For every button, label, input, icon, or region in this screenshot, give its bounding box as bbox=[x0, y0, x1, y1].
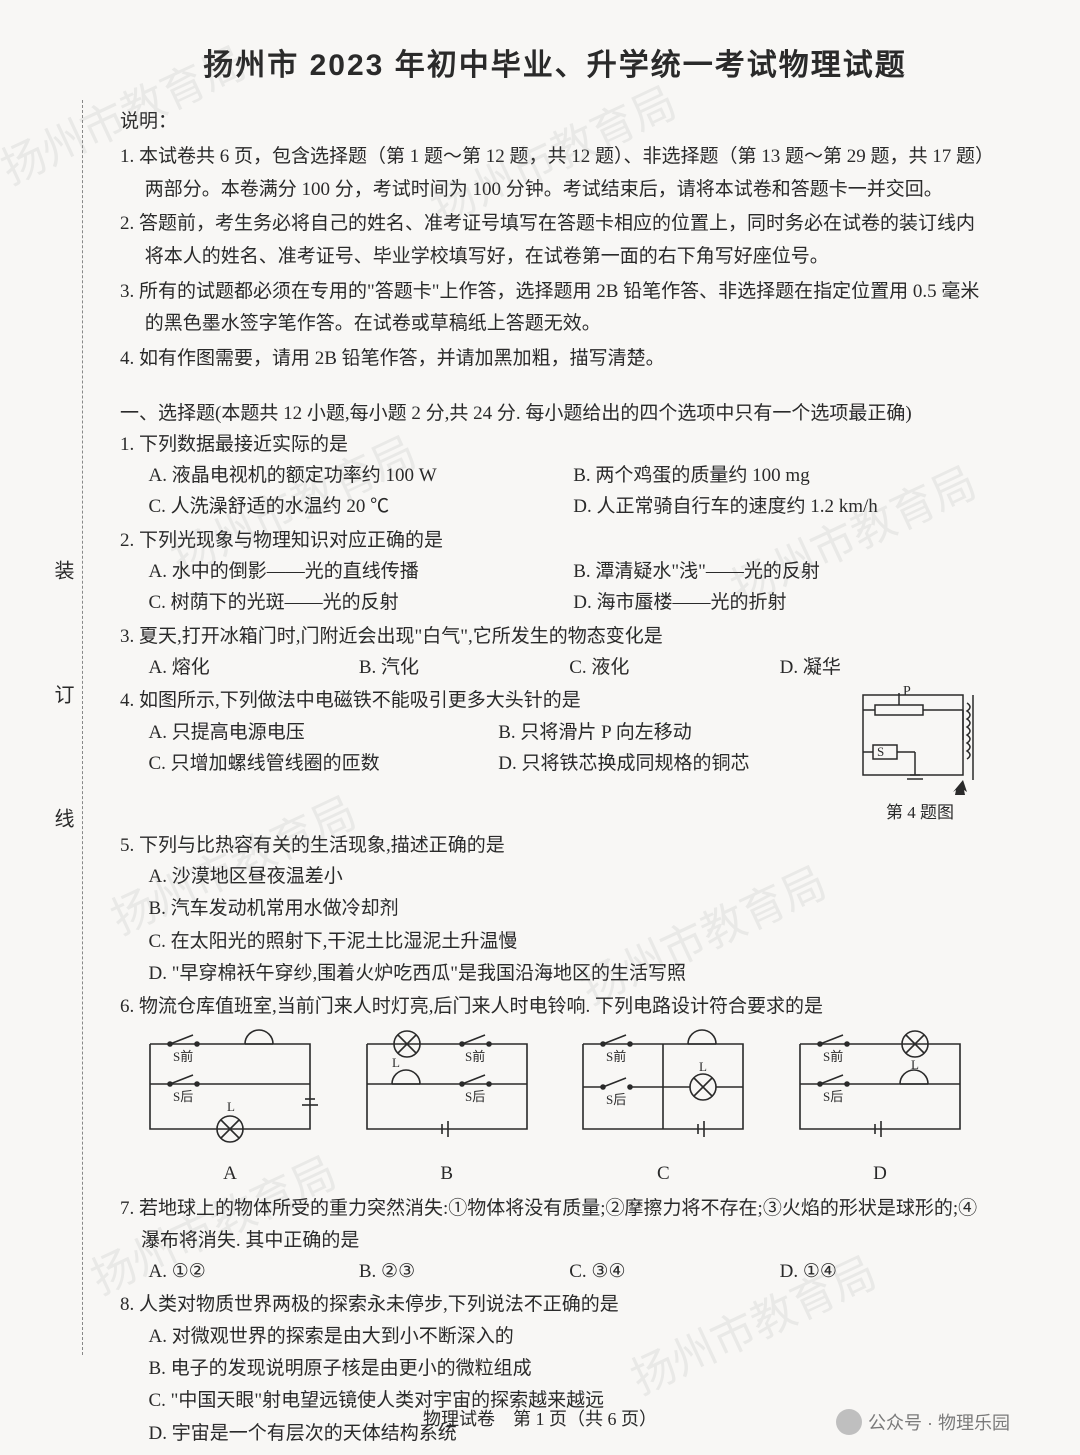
q7-option-c: C. ③④ bbox=[569, 1256, 779, 1287]
q1-option-a: A. 液晶电视机的额定功率约 100 W bbox=[149, 460, 566, 491]
svg-text:S前: S前 bbox=[606, 1049, 626, 1064]
instruction-item: 3. 所有的试题都必须在专用的"答题卡"上作答，选择题用 2B 铅笔作答、非选择… bbox=[120, 276, 990, 341]
binding-label: 装 订 线 bbox=[48, 560, 77, 870]
svg-text:P: P bbox=[903, 685, 911, 699]
q4-option-b: B. 只将滑片 P 向左移动 bbox=[498, 717, 840, 748]
question-7: 7. 若地球上的物体所受的重力突然消失:①物体将没有质量;②摩擦力将不存在;③火… bbox=[120, 1193, 990, 1287]
q6-circuit-a: S前 S后 L A bbox=[130, 1029, 330, 1190]
q1-option-b: B. 两个鸡蛋的质量约 100 mg bbox=[573, 460, 990, 491]
q8-option-b: B. 电子的发现说明原子核是由更小的微粒组成 bbox=[149, 1353, 991, 1384]
q2-option-d: D. 海市蜃楼——光的折射 bbox=[573, 587, 990, 618]
q5-option-b: B. 汽车发动机常用水做冷却剂 bbox=[149, 893, 991, 924]
svg-text:S后: S后 bbox=[465, 1089, 485, 1104]
q3-option-c: C. 液化 bbox=[569, 652, 779, 683]
q4-option-c: C. 只增加螺线管线圈的匝数 bbox=[149, 748, 491, 779]
q2-stem: 2. 下列光现象与物理知识对应正确的是 bbox=[120, 525, 990, 556]
svg-text:S: S bbox=[877, 744, 884, 759]
q7-option-b: B. ②③ bbox=[359, 1256, 569, 1287]
q6-circuit-b: L S前 S后 B bbox=[347, 1029, 547, 1190]
q5-option-d: D. "早穿棉袄午穿纱,围着火炉吃西瓜"是我国沿海地区的生活写照 bbox=[149, 958, 991, 989]
svg-text:S前: S前 bbox=[173, 1049, 193, 1064]
question-4: 4. 如图所示,下列做法中电磁铁不能吸引更多大头针的是 A. 只提高电源电压 B… bbox=[120, 685, 990, 827]
q2-option-c: C. 树荫下的光斑——光的反射 bbox=[149, 587, 566, 618]
question-3: 3. 夏天,打开冰箱门时,门附近会出现"白气",它所发生的物态变化是 A. 熔化… bbox=[120, 621, 990, 684]
q7-option-a: A. ①② bbox=[149, 1256, 359, 1287]
question-2: 2. 下列光现象与物理知识对应正确的是 A. 水中的倒影——光的直线传播 B. … bbox=[120, 525, 990, 619]
q5-stem: 5. 下列与比热容有关的生活现象,描述正确的是 bbox=[120, 830, 990, 861]
svg-text:S后: S后 bbox=[173, 1089, 193, 1104]
question-6: 6. 物流仓库值班室,当前门来人时灯亮,后门来人时电铃响. 下列电路设计符合要求… bbox=[120, 991, 990, 1189]
binding-line bbox=[82, 100, 83, 1355]
q4-option-d: D. 只将铁芯换成同规格的铜芯 bbox=[498, 748, 840, 779]
question-1: 1. 下列数据最接近实际的是 A. 液晶电视机的额定功率约 100 W B. 两… bbox=[120, 429, 990, 523]
wechat-text: 公众号 · 物理乐园 bbox=[868, 1409, 1010, 1435]
q1-stem: 1. 下列数据最接近实际的是 bbox=[120, 429, 990, 460]
q4-stem: 4. 如图所示,下列做法中电磁铁不能吸引更多大头针的是 bbox=[120, 685, 840, 716]
svg-text:L: L bbox=[227, 1099, 235, 1114]
q1-option-c: C. 人洗澡舒适的水温约 20 ℃ bbox=[149, 491, 566, 522]
question-5: 5. 下列与比热容有关的生活现象,描述正确的是 A. 沙漠地区昼夜温差小 B. … bbox=[120, 830, 990, 990]
wechat-icon bbox=[836, 1409, 862, 1435]
svg-text:S前: S前 bbox=[465, 1049, 485, 1064]
svg-text:S后: S后 bbox=[606, 1092, 626, 1107]
instruction-item: 4. 如有作图需要，请用 2B 铅笔作答，并请加黑加粗，描写清楚。 bbox=[120, 343, 990, 376]
q6-circuit-c: S前 S后 L C bbox=[563, 1029, 763, 1190]
q2-option-b: B. 潭清疑水"浅"——光的反射 bbox=[573, 556, 990, 587]
q3-option-a: A. 熔化 bbox=[149, 652, 359, 683]
svg-text:L: L bbox=[699, 1059, 707, 1074]
svg-text:S前: S前 bbox=[823, 1049, 843, 1064]
q6-label-d: D bbox=[780, 1158, 980, 1189]
q8-option-a: A. 对微观世界的探索是由大到小不断深入的 bbox=[149, 1321, 991, 1352]
instructions-block: 1. 本试卷共 6 页，包含选择题（第 1 题～第 12 题，共 12 题）、非… bbox=[120, 141, 990, 376]
exam-title: 扬州市 2023 年初中毕业、升学统一考试物理试题 bbox=[120, 40, 990, 84]
q7-stem: 7. 若地球上的物体所受的重力突然消失:①物体将没有质量;②摩擦力将不存在;③火… bbox=[120, 1193, 990, 1256]
q6-stem: 6. 物流仓库值班室,当前门来人时灯亮,后门来人时电铃响. 下列电路设计符合要求… bbox=[120, 991, 990, 1022]
q4-figure: P S 第 4 题图 bbox=[850, 685, 990, 827]
q6-label-b: B bbox=[347, 1158, 547, 1189]
q3-option-d: D. 凝华 bbox=[780, 652, 990, 683]
q4-option-a: A. 只提高电源电压 bbox=[149, 717, 491, 748]
q1-option-d: D. 人正常骑自行车的速度约 1.2 km/h bbox=[573, 491, 990, 522]
q6-label-c: C bbox=[563, 1158, 763, 1189]
q6-label-a: A bbox=[130, 1158, 330, 1189]
q5-option-a: A. 沙漠地区昼夜温差小 bbox=[149, 861, 991, 892]
q3-stem: 3. 夏天,打开冰箱门时,门附近会出现"白气",它所发生的物态变化是 bbox=[120, 621, 990, 652]
q7-option-d: D. ①④ bbox=[780, 1256, 990, 1287]
instruction-item: 1. 本试卷共 6 页，包含选择题（第 1 题～第 12 题，共 12 题）、非… bbox=[120, 141, 990, 206]
svg-text:S后: S后 bbox=[823, 1089, 843, 1104]
q3-option-b: B. 汽化 bbox=[359, 652, 569, 683]
instructions-label: 说明： bbox=[120, 106, 990, 133]
part1-header: 一、选择题(本题共 12 小题,每小题 2 分,共 24 分. 每小题给出的四个… bbox=[120, 398, 990, 425]
q8-stem: 8. 人类对物质世界两极的探索永未停步,下列说法不正确的是 bbox=[120, 1289, 990, 1320]
instruction-item: 2. 答题前，考生务必将自己的姓名、准考证号填写在答题卡相应的位置上，同时务必在… bbox=[120, 208, 990, 273]
wechat-tag: 公众号 · 物理乐园 bbox=[836, 1409, 1010, 1435]
q5-option-c: C. 在太阳光的照射下,干泥土比湿泥土升温慢 bbox=[149, 926, 991, 957]
q4-figure-caption: 第 4 题图 bbox=[886, 803, 954, 822]
svg-text:L: L bbox=[392, 1055, 400, 1070]
q6-circuit-d: S前 L S后 D bbox=[780, 1029, 980, 1190]
q2-option-a: A. 水中的倒影——光的直线传播 bbox=[149, 556, 566, 587]
